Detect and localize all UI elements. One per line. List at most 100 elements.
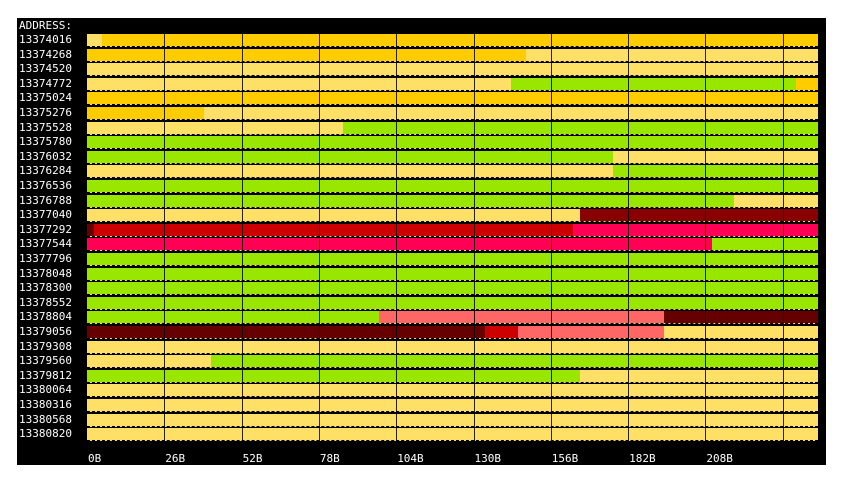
memory-row: 13374772 (17, 77, 820, 91)
row-allocation-bar (87, 428, 818, 442)
tick-label: 52B (242, 452, 263, 465)
allocation-segment (101, 34, 818, 46)
allocation-segment (379, 311, 665, 324)
row-allocation-bar (87, 399, 818, 412)
row-address-label: 13376284 (19, 164, 72, 178)
row-address-label: 13374016 (19, 33, 72, 46)
row-allocation-bar (87, 77, 818, 91)
gridline (396, 33, 398, 449)
row-allocation-bar (87, 180, 818, 193)
row-allocation-bar (87, 384, 818, 398)
row-allocation-bar (87, 121, 818, 135)
row-allocation-bar (87, 355, 818, 369)
allocation-segment (87, 340, 818, 353)
memory-row: 13377292 (17, 223, 820, 237)
row-allocation-bar (87, 107, 818, 120)
tick-label: 78B (319, 452, 340, 465)
memory-row: 13374016 (17, 33, 820, 47)
memory-row: 13376536 (17, 179, 820, 193)
allocation-segment (87, 150, 614, 163)
allocation-segment (87, 326, 486, 338)
row-address-label: 13377796 (19, 252, 72, 265)
gridline (164, 33, 166, 449)
memory-row: 13374268 (17, 47, 820, 62)
memory-row: 13379308 (17, 339, 820, 354)
memory-row: 13377796 (17, 252, 820, 266)
gridline (318, 33, 320, 449)
allocation-segment (87, 48, 526, 61)
memory-row: 13375780 (17, 135, 820, 150)
memory-row: 13379812 (17, 369, 820, 383)
memory-row: 13375024 (17, 91, 820, 106)
address-header: ADDRESS: (19, 19, 72, 32)
row-allocation-bar (87, 238, 818, 252)
allocation-segment (664, 326, 818, 338)
allocation-segment (485, 326, 519, 338)
allocation-segment (94, 223, 574, 236)
row-address-label: 13376788 (19, 193, 72, 207)
row-allocation-bar (87, 311, 818, 325)
allocation-segment (87, 209, 581, 222)
row-allocation-bar (87, 194, 818, 208)
memory-row: 13376032 (17, 150, 820, 164)
allocation-segment (712, 238, 818, 251)
gridline (705, 33, 707, 449)
allocation-segment (580, 209, 818, 222)
allocation-segment (87, 63, 818, 76)
row-address-label: 13378804 (19, 310, 72, 324)
allocation-segment (87, 282, 818, 295)
row-allocation-bar (87, 296, 818, 310)
memory-row: 13380316 (17, 398, 820, 412)
allocation-segment (87, 355, 212, 368)
allocation-segment (87, 238, 712, 251)
allocation-segment (733, 194, 818, 207)
row-allocation-bar (87, 223, 818, 237)
allocation-segment (87, 399, 818, 411)
row-allocation-bar (87, 282, 818, 296)
row-allocation-bar (87, 253, 818, 266)
row-address-label: 13378048 (19, 266, 72, 280)
row-allocation-bar (87, 48, 818, 62)
allocation-segment (525, 48, 818, 61)
row-address-label: 13380820 (19, 427, 72, 441)
allocation-segment (796, 77, 818, 90)
row-address-label: 13380064 (19, 383, 72, 397)
allocation-segment (87, 136, 818, 149)
row-allocation-bar (87, 165, 818, 179)
row-allocation-bar (87, 63, 818, 77)
row-allocation-bar (87, 340, 818, 354)
allocation-segment (87, 267, 818, 280)
allocation-segment (87, 369, 581, 382)
row-allocation-bar (87, 136, 818, 150)
tick-label: 182B (629, 452, 656, 465)
gridline (241, 33, 243, 449)
tick-label: 0B (88, 452, 102, 465)
row-address-label: 13374268 (19, 47, 72, 61)
memory-row: 13376788 (17, 193, 820, 208)
memory-row: 13379056 (17, 325, 820, 339)
allocation-segment (613, 150, 818, 163)
allocation-segment (87, 180, 818, 192)
row-allocation-bar (87, 413, 818, 427)
row-address-label: 13380316 (19, 398, 72, 411)
memory-row: 13378300 (17, 281, 820, 296)
memory-row: 13377040 (17, 208, 820, 223)
allocation-segment (87, 34, 102, 46)
row-address-label: 13379560 (19, 354, 72, 368)
row-address-label: 13379308 (19, 339, 72, 353)
row-allocation-bar (87, 209, 818, 223)
allocation-segment (203, 107, 818, 119)
allocation-segment (573, 223, 818, 236)
allocation-segment (510, 77, 797, 90)
allocation-segment (518, 326, 665, 338)
allocation-segment (87, 107, 204, 119)
memory-row: 13380568 (17, 413, 820, 427)
memory-row: 13375528 (17, 121, 820, 135)
row-address-label: 13378300 (19, 281, 72, 295)
row-allocation-bar (87, 150, 818, 164)
allocation-segment (580, 369, 818, 382)
memory-row: 13380064 (17, 383, 820, 398)
row-address-label: 13377040 (19, 208, 72, 222)
memory-row: 13375276 (17, 106, 820, 120)
allocation-segment (87, 296, 818, 309)
